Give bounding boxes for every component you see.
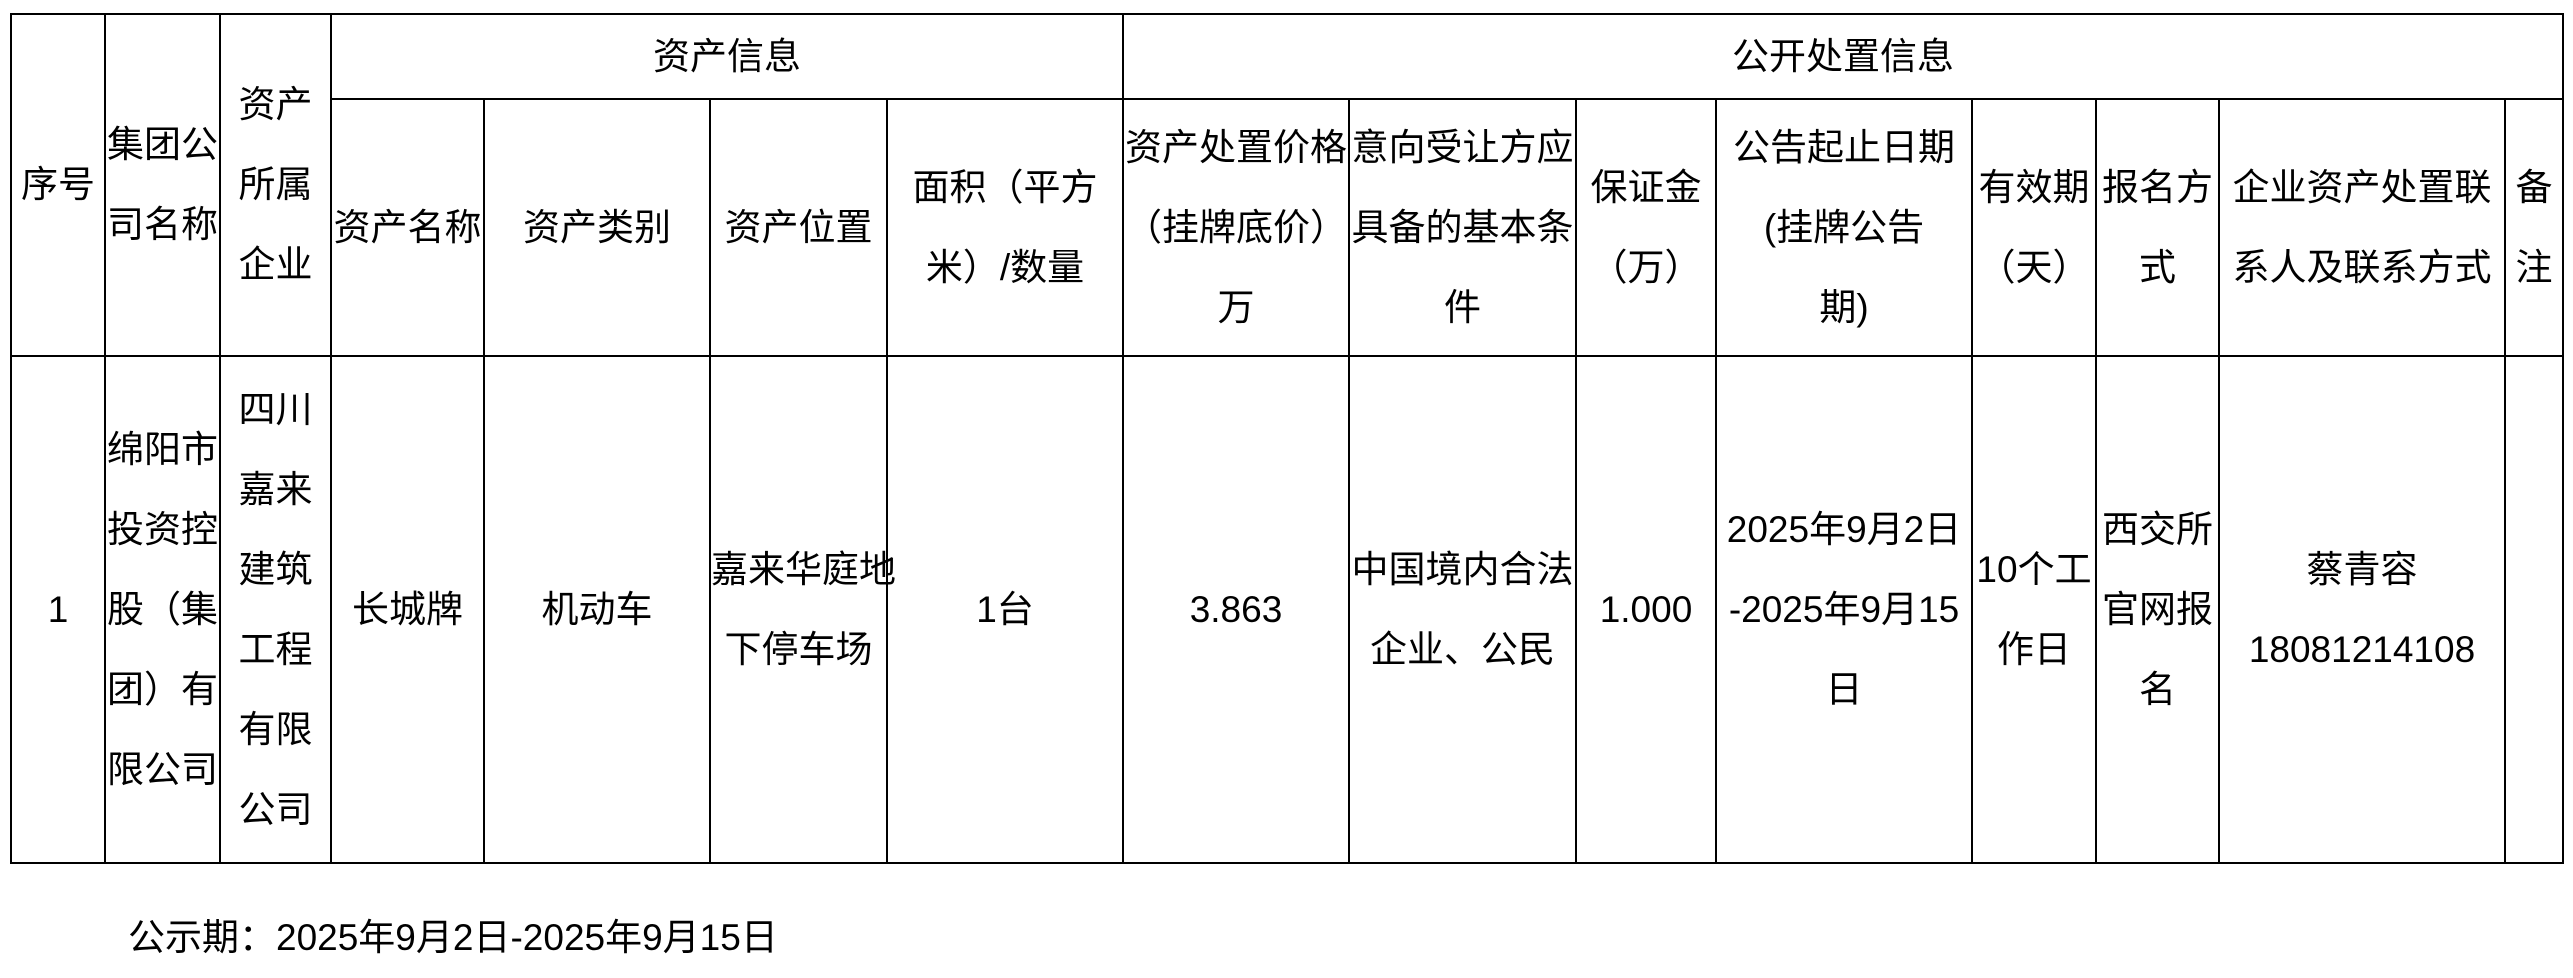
header-row-columns: 资产名称 资产类别 资产位置 面积（平方 米）/数量 资产处置价格 （挂牌底价）… (11, 98, 2564, 357)
cell-registration-method: 西交所 官网报 名 (2095, 355, 2220, 864)
cell-owning-enterprise: 四川 嘉来 建筑 工程 有限 公司 (219, 355, 332, 864)
cell-deposit: 1.000 (1575, 355, 1717, 864)
col-header-transferee-conditions: 意向受让方应 具备的基本条 件 (1348, 98, 1577, 357)
group-header-disposal-info: 公开处置信息 (1122, 13, 2564, 100)
header-row-groups: 序号 集团公 司名称 资产 所属 企业 资产信息 公开处置信息 (10, 13, 2564, 357)
col-header-asset-category: 资产类别 (483, 98, 711, 357)
col-header-deposit: 保证金 （万） (1575, 98, 1717, 357)
asset-disposal-table: 序号 集团公 司名称 资产 所属 企业 资产信息 公开处置信息 资产名称 资产类… (10, 13, 2564, 864)
col-header-owning-enterprise: 资产 所属 企业 (219, 13, 332, 357)
table-row: 1 绵阳市 投资控 股（集 团）有 限公司 四川 嘉来 建筑 工程 有限 公司 … (10, 355, 2564, 864)
col-header-asset-location: 资产位置 (709, 98, 888, 357)
col-header-disposal-price: 资产处置价格 （挂牌底价） 万 (1122, 98, 1350, 357)
cell-asset-name: 长城牌 (330, 355, 485, 864)
cell-announcement-period: 2025年9月2日 -2025年9月15 日 (1715, 355, 1973, 864)
cell-asset-category: 机动车 (483, 355, 711, 864)
col-header-validity-days: 有效期 （天） (1971, 98, 2097, 357)
col-header-asset-name: 资产名称 (330, 98, 485, 357)
col-header-contact: 企业资产处置联 系人及联系方式 (2218, 98, 2506, 357)
col-header-area-quantity: 面积（平方 米）/数量 (886, 98, 1124, 357)
col-header-seq: 序号 (10, 13, 106, 357)
cell-asset-location: 嘉来华庭地 下停车场 (709, 355, 896, 864)
cell-transferee-conditions: 中国境内合法 企业、公民 (1348, 355, 1577, 864)
cell-area-quantity: 1台 (886, 355, 1124, 864)
col-header-registration-method: 报名方 式 (2095, 98, 2220, 357)
col-header-group-company: 集团公 司名称 (104, 13, 221, 357)
col-header-announcement-period: 公告起止日期 (挂牌公告 期) (1715, 98, 1973, 357)
publicity-period-note: 公示期：2025年9月2日-2025年9月15日 (128, 917, 778, 958)
cell-seq: 1 (10, 355, 106, 864)
group-header-asset-info: 资产信息 (330, 13, 1124, 100)
cell-contact: 蔡青容 18081214108 (2218, 355, 2506, 864)
cell-group-company: 绵阳市 投资控 股（集 团）有 限公司 (104, 355, 221, 864)
cell-remarks (2504, 355, 2564, 864)
col-header-remarks: 备 注 (2504, 98, 2564, 357)
cell-validity-days: 10个工 作日 (1971, 355, 2097, 864)
cell-disposal-price: 3.863 (1122, 355, 1350, 864)
